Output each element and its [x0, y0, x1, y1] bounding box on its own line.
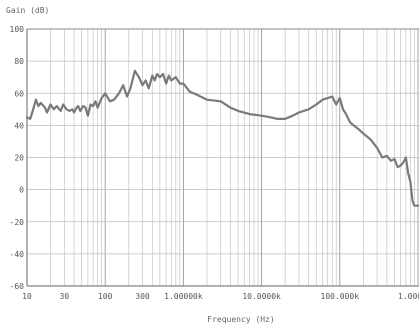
series-line-0 [25, 69, 419, 207]
y-tick-label: 80 [14, 57, 24, 66]
x-tick-label: 30 [59, 292, 69, 301]
x-tick-label: 300 [135, 292, 150, 301]
x-tick-label: 1.000 [398, 292, 419, 301]
x-tick-label: 100 [98, 292, 113, 301]
x-tick-label: 10.0000k [242, 292, 281, 301]
y-tick-label: 20 [14, 154, 24, 163]
grid-lines [26, 28, 419, 287]
y-tick-label: -40 [10, 250, 25, 259]
series-layer [25, 69, 419, 207]
y-tick-label: -20 [10, 218, 25, 227]
y-tick-label: 100 [10, 25, 25, 34]
y-tick-label: 0 [19, 186, 24, 195]
y-tick-label: 40 [14, 121, 24, 130]
x-axis-title: Frequency (Hz) [207, 315, 274, 324]
x-tick-labels: 10 30 100 300 1.00000k 10.0000k 100.000k 1.000 [22, 292, 419, 301]
x-tick-label: 100.000k [321, 292, 360, 301]
x-tick-label: 1.00000k [164, 292, 203, 301]
y-tick-label: -60 [10, 282, 25, 291]
x-tick-label: 10 [22, 292, 32, 301]
plot-frame [26, 28, 419, 287]
y-axis-title: Gain (dB) [6, 6, 49, 15]
y-tick-label: 60 [14, 89, 24, 98]
y-tick-labels: 100 80 60 40 20 0 -20 -40 -60 [10, 25, 25, 291]
